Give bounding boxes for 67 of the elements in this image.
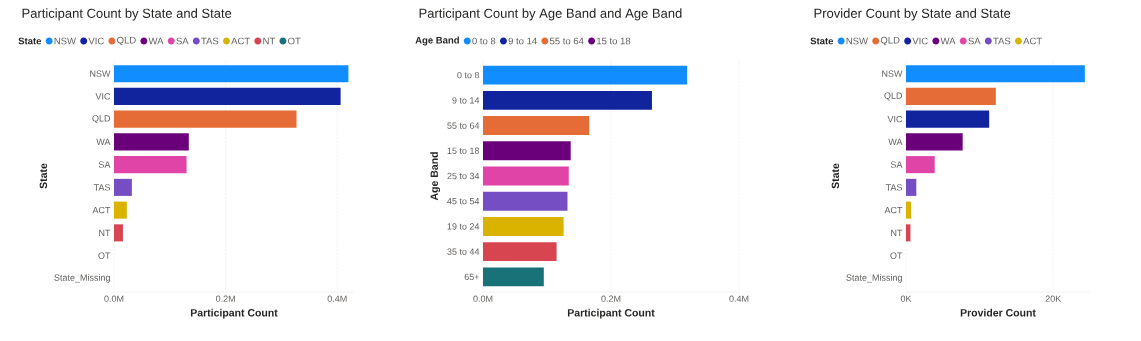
y-tick-label: NSW	[90, 70, 111, 77]
y-tick-label: VIC	[95, 93, 111, 100]
chart-title: Participant Count by State and State	[22, 8, 232, 21]
y-tick-label: 65+	[464, 273, 480, 281]
category-label: NSW	[846, 37, 868, 45]
y-axis-title: State	[39, 163, 48, 189]
y-tick-label: 0 to 8	[457, 71, 480, 79]
y-tick-label: State_Missing	[54, 274, 110, 283]
category-label: TAS	[993, 37, 1011, 45]
category-label: ACT	[1023, 37, 1042, 45]
x-tick-label: 0.4M	[327, 295, 347, 302]
category-label: SA	[968, 37, 981, 45]
x-tick-label: 0.2M	[215, 295, 235, 302]
category-label: OT	[288, 37, 301, 45]
category-label: QLD	[117, 36, 136, 46]
category-label: NT	[263, 37, 276, 45]
y-tick-label: VIC	[887, 115, 903, 123]
category-label: TAS	[201, 37, 219, 45]
x-axis-title: Participant Count	[567, 308, 655, 319]
category-label: WA	[940, 37, 956, 45]
category-label: 9 to 14	[508, 37, 537, 45]
y-tick-label: TAS	[885, 184, 903, 191]
y-tick-label: OT	[98, 252, 111, 259]
y-tick-label: 19 to 24	[447, 223, 480, 230]
x-tick-label: 0K	[900, 295, 912, 302]
y-tick-label: 15 to 18	[447, 147, 480, 154]
y-tick-label: ACT	[92, 206, 111, 214]
legend-title: Age Band	[415, 36, 459, 46]
y-axis-title: State	[831, 163, 840, 189]
x-tick-label: 20K	[1045, 295, 1062, 302]
y-axis-title: Age Band	[430, 152, 441, 201]
category-label: SA	[176, 37, 189, 45]
y-tick-label: NSW	[882, 70, 903, 77]
y-tick-label: NT	[891, 229, 903, 236]
y-tick-label: TAS	[93, 184, 111, 191]
chart-title: Participant Count by Age Band and Age Band	[419, 8, 682, 21]
y-tick-label: 45 to 54	[447, 198, 480, 205]
x-axis-title: Participant Count	[190, 308, 278, 319]
x-tick-label: 0.0M	[473, 295, 493, 302]
y-tick-label: NT	[99, 229, 111, 236]
x-tick-label: 0.2M	[601, 295, 621, 302]
category-label: 15 to 18	[597, 37, 631, 45]
y-tick-label: WA	[888, 138, 903, 145]
y-tick-label: ACT	[884, 206, 903, 214]
y-tick-label: State_Missing	[846, 274, 902, 283]
category-label: WA	[148, 37, 164, 45]
y-tick-label: 25 to 34	[447, 172, 480, 180]
y-tick-label: OT	[890, 252, 903, 259]
category-label: 0 to 8	[472, 37, 496, 45]
y-tick-label: SA	[890, 161, 903, 168]
legend-title: State	[18, 37, 42, 45]
category-label: NSW	[54, 37, 76, 45]
category-label: ACT	[231, 37, 250, 45]
y-tick-label: WA	[96, 138, 111, 145]
category-label: 55 to 64	[549, 37, 584, 45]
x-tick-label: 0.0M	[104, 295, 124, 302]
x-tick-label: 0.4M	[729, 295, 749, 302]
y-tick-label: 55 to 64	[447, 122, 480, 129]
x-axis-title: Provider Count	[960, 308, 1036, 317]
category-label: VIC	[912, 37, 928, 45]
y-tick-label: 9 to 14	[452, 97, 480, 104]
y-tick-label: 35 to 44	[447, 248, 480, 255]
chart-title: Provider Count by State and State	[814, 8, 1011, 21]
legend-title: State	[810, 37, 834, 45]
y-tick-label: QLD	[884, 92, 903, 101]
y-tick-label: SA	[98, 161, 111, 168]
y-tick-label: QLD	[92, 115, 111, 124]
